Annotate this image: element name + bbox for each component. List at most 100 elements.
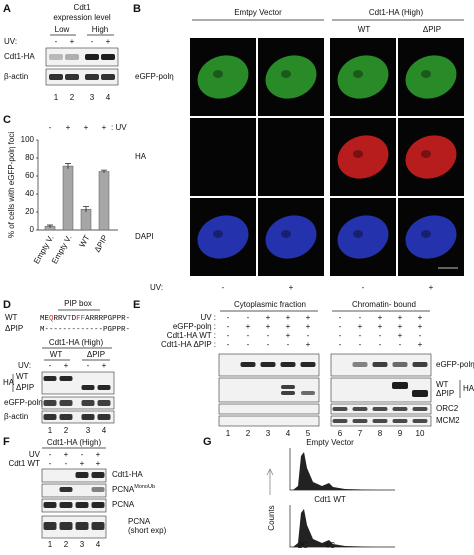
y-tick-label: 100 — [21, 135, 35, 144]
error-bar — [47, 224, 53, 228]
title: expression level — [53, 13, 111, 22]
y-axis-label: % of cells with eGFP-polη foci — [7, 132, 16, 238]
sign: + — [66, 123, 71, 132]
blot-band — [281, 391, 295, 395]
x-tick-label: ΔPIP — [93, 234, 110, 254]
sign: - — [362, 283, 365, 292]
lane: 9 — [398, 429, 403, 438]
blot-band — [43, 502, 57, 508]
y-tick-label: 20 — [25, 207, 34, 216]
nucleolus — [421, 150, 431, 158]
row-label: HA — [3, 378, 15, 387]
nucleolus — [353, 70, 363, 78]
blot-band — [412, 407, 428, 411]
blot-band — [372, 419, 388, 423]
y-tick-label: 80 — [25, 153, 34, 162]
nucleolus — [421, 70, 431, 78]
band-label: ΔPIP — [16, 383, 34, 392]
blot-band — [372, 407, 388, 411]
blot-band — [301, 391, 315, 395]
header: Cdt1-HA (High) — [369, 8, 424, 17]
sign: + — [306, 340, 311, 349]
nucleolus — [281, 230, 291, 238]
sign: + — [286, 322, 291, 331]
x-label: 4C — [325, 541, 335, 550]
blot-band — [59, 502, 73, 508]
band-label: ORC2 — [436, 404, 459, 413]
blot-band — [75, 472, 89, 478]
panel-title: Empty Vector — [306, 438, 354, 447]
band-label: PCNA — [112, 500, 135, 509]
blot-band — [392, 407, 408, 411]
sign: + — [102, 361, 107, 370]
error-bar — [101, 169, 107, 173]
nucleolus — [281, 70, 291, 78]
row-label: eGFP-polη — [4, 398, 43, 407]
panel-label: F — [3, 436, 10, 448]
lane: 8 — [378, 429, 383, 438]
blot-band — [352, 419, 368, 423]
sign: - — [267, 340, 270, 349]
blot-band — [97, 414, 111, 420]
blot-band — [75, 502, 89, 508]
band-label: ΔPIP — [436, 389, 454, 398]
lane: 2 — [64, 540, 69, 549]
blot-frame — [45, 68, 119, 86]
sign: - — [227, 331, 230, 340]
blot-band — [91, 502, 105, 508]
sign: - — [419, 331, 422, 340]
panel-label: D — [3, 299, 11, 311]
lane: 4 — [106, 93, 111, 102]
blot-band — [97, 385, 111, 390]
lane: 6 — [338, 429, 343, 438]
micrograph — [258, 118, 324, 196]
arrow — [266, 468, 274, 495]
sign: - — [339, 322, 342, 331]
blot-frame — [41, 468, 107, 483]
nucleolus — [421, 230, 431, 238]
title: Cdt1-HA (High) — [47, 438, 102, 447]
blot-frame — [330, 377, 432, 403]
annotation: PIP box — [64, 299, 92, 308]
nucleus — [337, 55, 389, 99]
sign: - — [87, 361, 90, 370]
band-label: eGFP-polη — [436, 360, 474, 369]
group: High — [92, 25, 108, 34]
sign: + — [266, 322, 271, 331]
y-tick-label: 0 — [30, 225, 35, 234]
sequence: MEQRRVTDFFARRRPGPPR- — [40, 315, 130, 323]
blot-band — [85, 74, 99, 80]
lane: 4 — [102, 426, 107, 435]
row-label: eGFP-polη — [135, 72, 174, 81]
blot-frame — [41, 483, 107, 498]
sequence-part: ARRRPGPPR- — [85, 315, 130, 323]
panel-label: G — [203, 436, 212, 448]
sign: - — [359, 340, 362, 349]
sign: - — [379, 331, 382, 340]
sign: + — [429, 283, 434, 292]
blot-band — [352, 362, 368, 367]
nucleus — [405, 215, 457, 259]
lane: 3 — [86, 426, 91, 435]
nucleus — [197, 55, 249, 99]
blot-band — [240, 362, 256, 367]
band-label: (short exp) — [128, 526, 167, 535]
blot-band — [412, 390, 428, 397]
blot-band — [59, 414, 73, 420]
blot-band — [59, 376, 73, 381]
x-label: 2C — [298, 541, 308, 550]
blot-band — [85, 54, 99, 60]
condition: UV — [29, 450, 41, 459]
blot-band — [280, 362, 296, 367]
uv-label: : UV — [111, 123, 127, 132]
sign: - — [359, 331, 362, 340]
blot-band — [43, 400, 57, 406]
uv-label: UV: — [4, 37, 17, 46]
uv-label: UV: — [150, 283, 163, 292]
blot-band — [332, 407, 348, 411]
lane: 2 — [246, 429, 251, 438]
error-bar — [65, 163, 71, 169]
sequence-part: RRV — [54, 315, 68, 323]
y-axis-label: Counts — [267, 505, 276, 530]
lane: 4 — [286, 429, 291, 438]
